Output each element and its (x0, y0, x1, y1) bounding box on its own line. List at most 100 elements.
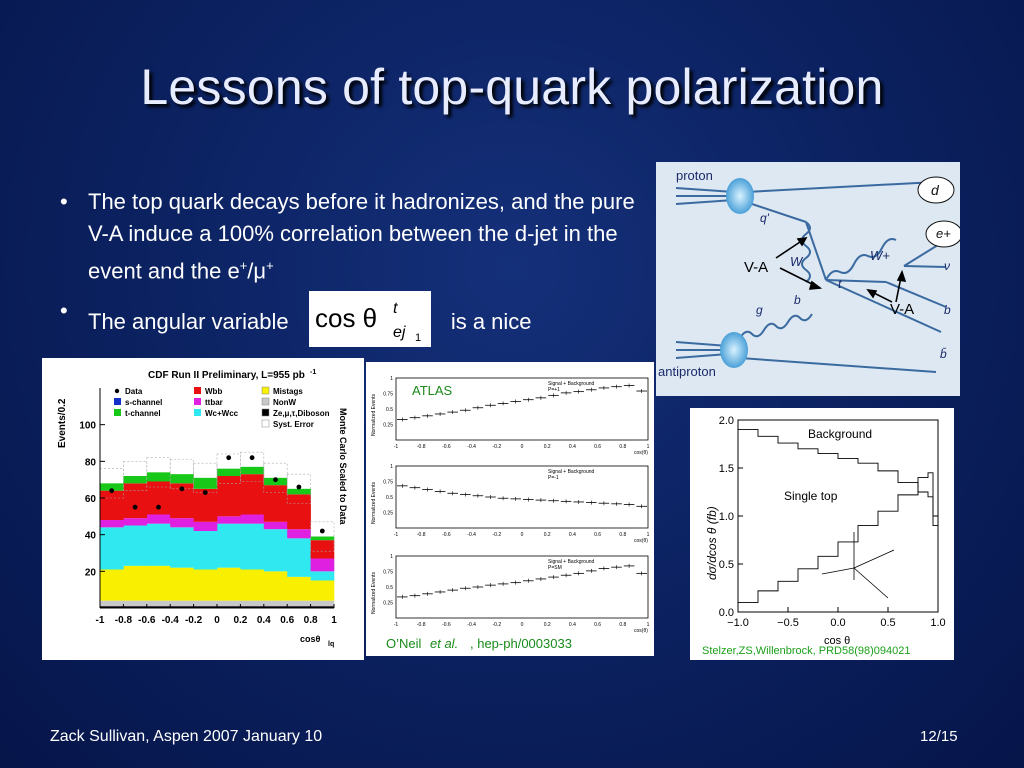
atlas-x-tick-label: -1 (394, 622, 399, 628)
atlas-y-tick-label: 0.5 (386, 407, 393, 413)
atlas-chart: ATLAS Signal + BackgroundP=+1Normalized … (371, 376, 650, 651)
bar-ttbar (217, 516, 241, 524)
atlas-x-tick-label: 0.6 (594, 532, 601, 538)
syst-error-band (310, 521, 335, 552)
label-nu: ν (944, 259, 950, 273)
atlas-xlabel: cos(θ) (634, 628, 648, 634)
label-e: e+ (936, 226, 951, 241)
bar-t-channel (100, 483, 124, 491)
atlas-y-tick-label: 0.75 (383, 480, 393, 486)
y-tick-label: 100 (79, 421, 96, 432)
atlas-x-tick-label: 0.2 (544, 532, 551, 538)
data-point (249, 455, 255, 461)
atlas-caption-pre: O’Neil (386, 636, 422, 651)
atlas-caption-post: , hep-ph/0003033 (470, 636, 572, 651)
stelzer-x-tick-label: 0.0 (830, 617, 845, 629)
bar-nonw (310, 600, 335, 607)
bar-ze-diboson (193, 606, 218, 608)
stelzer-y-tick-label: 0.5 (719, 559, 734, 571)
y-tick-label: 40 (85, 531, 97, 542)
stelzer-inset-diagram (821, 532, 895, 599)
antiproton-blob (720, 332, 748, 368)
legend-label: ttbar (205, 398, 223, 407)
bar-ze-diboson (287, 606, 311, 608)
atlas-x-tick-label: -0.4 (467, 444, 476, 450)
stelzer-plot-panel: 0.0 0.5 1.0 1.5 2.0 −1.0 −0.5 0.0 0.5 1.0 Backgro… (690, 408, 954, 660)
bar-wc-wcc (310, 571, 335, 581)
x-tick-label: 0 (214, 615, 220, 626)
atlas-x-tick-label: 0 (521, 622, 524, 628)
atlas-x-tick-label: 0.4 (569, 444, 576, 450)
bar-mistags (287, 576, 311, 601)
atlas-x-tick-label: -0.6 (442, 532, 451, 538)
cdf-chart: CDF Run II Preliminary, L=955 pb -1 Even… (57, 369, 348, 648)
cdf-bars (99, 451, 335, 608)
bar-wbb (217, 476, 241, 517)
formula-image: cos θ t ej 1 (315, 300, 421, 344)
bar-wbb (263, 485, 288, 522)
atlas-x-tick-label: 0.8 (619, 622, 626, 628)
stelzer-y-tick-label: 2.0 (719, 415, 734, 427)
y-tick-label: 20 (85, 567, 97, 578)
legend-swatch (194, 409, 201, 416)
cdf-xlabel-sub: lq (328, 641, 334, 648)
bar-wc-wcc (263, 529, 288, 572)
bar-wbb (123, 483, 148, 519)
atlas-ylabel: Normalized Events (371, 394, 377, 436)
data-point (202, 490, 208, 495)
formula-sup: t (393, 300, 398, 317)
legend-swatch (261, 386, 270, 395)
label-t: t (838, 277, 842, 291)
label-b-quark: b (794, 293, 801, 307)
atlas-legend-line2: P=-1 (548, 475, 559, 481)
atlas-ylabel: Normalized Events (371, 572, 377, 614)
label-b: b (944, 303, 951, 317)
va-label-1: V-A (744, 259, 768, 276)
legend-swatch (194, 398, 201, 405)
x-tick-label: -1 (96, 615, 105, 626)
atlas-x-tick-label: -0.6 (442, 444, 451, 450)
stelzer-x-tick-label: 1.0 (930, 617, 945, 629)
bar-ttbar (146, 514, 171, 524)
bar-ze-diboson (240, 606, 265, 608)
stelzer-series-single-top (738, 472, 939, 603)
legend-swatch (261, 397, 270, 406)
syst-error-band (286, 473, 311, 504)
atlas-x-tick-label: 1 (647, 532, 650, 538)
bar-ttbar (170, 518, 194, 528)
x-tick-label: -0.2 (185, 615, 203, 626)
atlas-x-tick-label: 0.2 (544, 444, 551, 450)
atlas-x-tick-label: 1 (647, 444, 650, 450)
atlas-ylabel: Normalized Events (371, 482, 377, 524)
bar-wbb (146, 481, 171, 515)
atlas-x-tick-label: 0.8 (619, 532, 626, 538)
feynman-diagram: proton antiproton d e+ q' W W+ t b g ν b… (658, 168, 963, 379)
atlas-legend-line1: Signal + Background (548, 559, 595, 565)
bar-wc-wcc (123, 525, 148, 566)
legend-swatch (114, 398, 121, 405)
atlas-x-tick-label: -0.4 (467, 532, 476, 538)
bar-wbb (287, 494, 311, 530)
bar-ttbar (123, 518, 148, 526)
stelzer-x-tick-label: 0.5 (880, 617, 895, 629)
bar-ttbar (287, 529, 311, 539)
gluon-line (739, 313, 813, 339)
bullet-text-1b: /μ (247, 258, 267, 284)
atlas-frame (395, 377, 649, 441)
atlas-x-tick-label: 0.8 (619, 444, 626, 450)
bar-wc-wcc (193, 531, 218, 570)
atlas-x-tick-label: 1 (647, 622, 650, 628)
footer-left: Zack Sullivan, Aspen 2007 January 10 (50, 728, 323, 745)
stelzer-frame (737, 419, 939, 613)
label-g: g (756, 303, 763, 317)
bar-wbb (310, 540, 335, 559)
va-label-2: V-A (890, 301, 914, 318)
bar-nonw (100, 600, 124, 607)
bar-ze-diboson (146, 606, 171, 608)
atlas-y-tick-label: 1 (390, 376, 393, 382)
atlas-x-tick-label: -0.2 (492, 444, 501, 450)
bullet-sup-1: + (239, 258, 248, 273)
bar-wbb (240, 474, 265, 515)
label-d: d (931, 182, 940, 198)
bar-mistags (193, 569, 218, 601)
